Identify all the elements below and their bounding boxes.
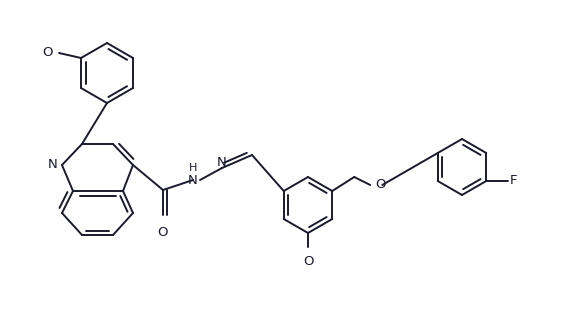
Text: O: O <box>43 47 53 59</box>
Text: O: O <box>375 179 386 192</box>
Text: N: N <box>188 174 198 187</box>
Text: O: O <box>303 255 313 268</box>
Text: N: N <box>48 159 58 171</box>
Text: H: H <box>189 163 197 173</box>
Text: F: F <box>510 174 518 188</box>
Text: O: O <box>158 226 168 239</box>
Text: N: N <box>217 156 227 169</box>
